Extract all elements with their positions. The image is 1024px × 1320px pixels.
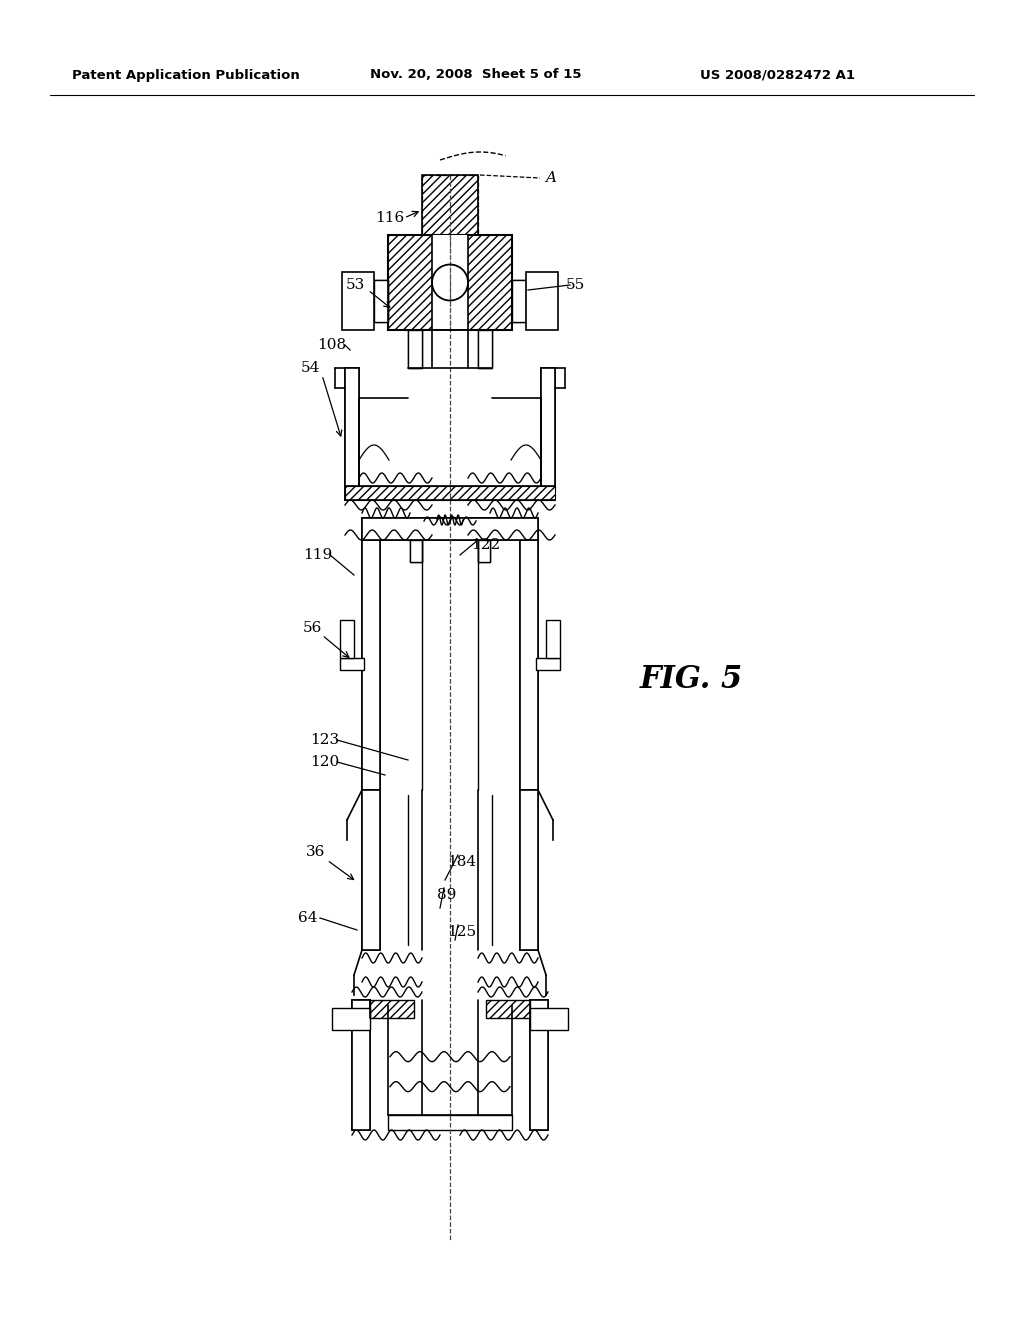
Bar [520, 789, 538, 950]
Text: 116: 116 [376, 211, 404, 224]
Bar [362, 789, 380, 950]
Bar [541, 368, 555, 500]
Bar [352, 1001, 370, 1130]
Bar [408, 330, 422, 368]
Text: 119: 119 [303, 548, 333, 562]
Bar [362, 517, 538, 540]
Text: 125: 125 [447, 925, 476, 939]
Bar [432, 330, 468, 368]
Bar [374, 280, 388, 322]
Bar [478, 330, 492, 368]
Bar [530, 1008, 568, 1030]
Bar [362, 517, 538, 540]
Text: 120: 120 [310, 755, 340, 770]
Bar [388, 1115, 512, 1130]
Text: 56: 56 [302, 620, 322, 635]
Bar [370, 1001, 414, 1018]
Bar [342, 272, 374, 330]
Bar [340, 657, 364, 671]
Bar [512, 280, 526, 322]
Bar [345, 368, 359, 500]
Bar [546, 620, 560, 657]
Bar [362, 789, 380, 950]
Bar [408, 330, 422, 368]
Text: 36: 36 [306, 845, 326, 859]
Bar [520, 540, 538, 789]
Bar [345, 486, 555, 500]
Bar [530, 1001, 548, 1130]
Bar [530, 1001, 548, 1130]
Bar [541, 368, 555, 500]
Bar [486, 1001, 530, 1018]
Bar [526, 272, 558, 330]
Text: Patent Application Publication: Patent Application Publication [72, 69, 300, 82]
Bar [478, 540, 490, 562]
Text: 123: 123 [310, 733, 340, 747]
Bar [388, 235, 512, 330]
Text: 122: 122 [471, 539, 501, 552]
Text: US 2008/0282472 A1: US 2008/0282472 A1 [700, 69, 855, 82]
Bar [520, 540, 538, 789]
Text: Nov. 20, 2008  Sheet 5 of 15: Nov. 20, 2008 Sheet 5 of 15 [370, 69, 582, 82]
Bar [352, 1001, 370, 1130]
Bar [512, 280, 526, 322]
Bar [478, 540, 490, 562]
Bar [520, 789, 538, 950]
Text: 54: 54 [300, 360, 319, 375]
Bar [345, 368, 359, 500]
Bar [536, 657, 560, 671]
Bar [410, 540, 422, 562]
Text: 108: 108 [317, 338, 346, 352]
Text: 64: 64 [298, 911, 317, 925]
Bar [340, 620, 354, 657]
Bar [362, 540, 380, 789]
Text: 184: 184 [447, 855, 476, 869]
Text: FIG. 5: FIG. 5 [640, 664, 743, 696]
Text: 53: 53 [345, 279, 365, 292]
Text: 89: 89 [437, 888, 457, 902]
Bar [362, 540, 380, 789]
Bar [332, 1008, 370, 1030]
Bar [432, 235, 468, 330]
Bar [422, 176, 478, 235]
Text: 55: 55 [565, 279, 585, 292]
Text: A: A [545, 172, 556, 185]
Bar [478, 330, 492, 368]
Bar [374, 280, 388, 322]
Bar [410, 540, 422, 562]
